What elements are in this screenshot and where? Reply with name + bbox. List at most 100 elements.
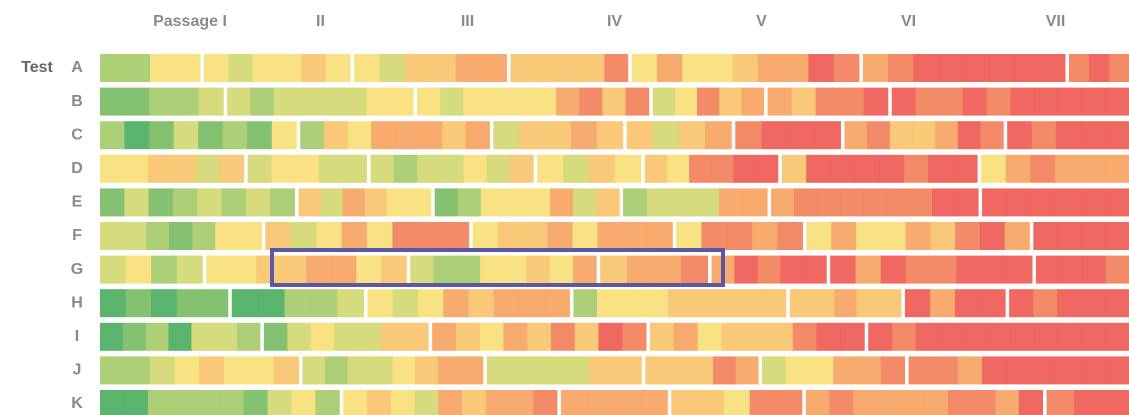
cell (989, 54, 1015, 82)
cell (867, 121, 891, 150)
cell (430, 54, 457, 82)
cell (597, 289, 622, 318)
cell (100, 54, 126, 82)
column-label: Passage I (153, 13, 227, 30)
cell (316, 222, 343, 250)
cell (392, 356, 416, 385)
cell (781, 154, 807, 183)
cell (723, 390, 751, 415)
cell (538, 356, 565, 385)
cell (460, 356, 484, 385)
cell (1105, 87, 1129, 116)
cell (1079, 154, 1105, 183)
cell (614, 154, 642, 183)
cell (955, 188, 979, 217)
cell (356, 255, 382, 284)
cell (738, 289, 763, 318)
cell (1080, 121, 1106, 150)
cell (472, 222, 499, 250)
cell (247, 154, 272, 183)
cell (480, 255, 504, 284)
cell (598, 322, 623, 351)
cell (831, 222, 857, 250)
cell (931, 255, 957, 284)
cell (486, 356, 514, 385)
cell (712, 356, 737, 385)
cell (971, 390, 996, 415)
cell (856, 222, 882, 250)
cell (1014, 54, 1041, 82)
cell (386, 188, 410, 217)
cell (342, 188, 366, 217)
cell (547, 222, 573, 250)
cell (100, 154, 125, 183)
cell (1055, 154, 1081, 183)
cell (652, 121, 680, 150)
cell (963, 322, 988, 351)
cell (198, 87, 224, 116)
row-label: B (71, 93, 83, 110)
cell (678, 121, 706, 150)
cell (734, 255, 758, 284)
cell (667, 289, 692, 318)
cell (908, 356, 934, 385)
cell (1057, 322, 1083, 351)
cell (238, 222, 262, 250)
cell (291, 390, 316, 415)
cell (1055, 188, 1081, 217)
cell (271, 121, 297, 150)
cell (433, 255, 458, 284)
cell (354, 54, 381, 82)
cell (1033, 289, 1058, 318)
cell (277, 54, 302, 82)
highlight-box (270, 248, 725, 287)
cell (334, 322, 359, 351)
cell (149, 121, 175, 150)
cell (287, 322, 312, 351)
cell (647, 222, 673, 250)
cell (463, 87, 488, 116)
cell (320, 188, 344, 217)
cell (955, 289, 981, 318)
cell (560, 390, 589, 415)
cell (273, 356, 299, 385)
cell (1101, 390, 1129, 415)
column-label: II (316, 13, 325, 30)
cell (589, 356, 617, 385)
cell (834, 289, 857, 318)
cell (408, 188, 432, 217)
row-label: K (71, 395, 83, 412)
cell (503, 255, 527, 284)
cell (122, 322, 147, 351)
cell (509, 87, 534, 116)
cell (273, 87, 298, 116)
cell (1039, 54, 1066, 82)
cell (173, 121, 199, 150)
cell (979, 222, 1006, 250)
cell (840, 322, 865, 351)
cell (123, 154, 149, 183)
cell (248, 356, 275, 385)
cell (682, 54, 708, 82)
cell (680, 255, 709, 284)
cell (622, 322, 647, 351)
cell (615, 356, 642, 385)
cell (1009, 289, 1034, 318)
cell (963, 54, 990, 82)
cell (830, 154, 856, 183)
cell (302, 356, 326, 385)
cell (204, 54, 229, 82)
cell (726, 222, 753, 250)
cell (732, 54, 759, 82)
cell (151, 289, 178, 318)
cell (519, 121, 546, 150)
cell (100, 87, 126, 116)
cell (604, 54, 629, 82)
cell (468, 289, 495, 318)
cell (691, 289, 716, 318)
cell (206, 255, 232, 284)
cell (719, 188, 744, 217)
cell (522, 222, 549, 250)
column-label: VI (901, 13, 916, 30)
cell (1004, 222, 1030, 250)
